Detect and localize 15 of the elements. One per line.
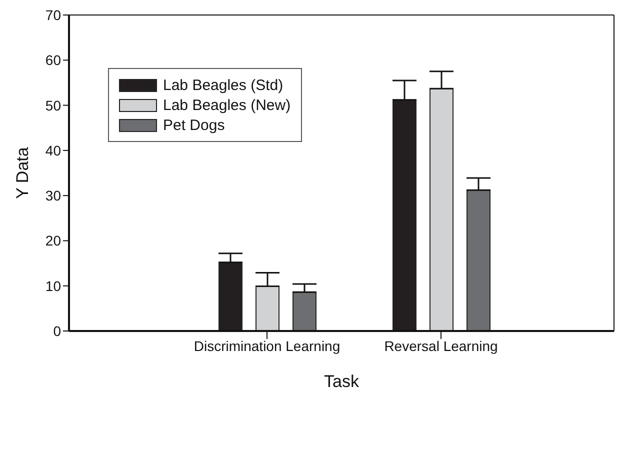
- y-tick-label: 0: [53, 322, 62, 339]
- y-tick-label: 60: [45, 52, 62, 68]
- y-tick-label: 50: [45, 97, 62, 114]
- y-tick-label: 30: [45, 188, 62, 204]
- legend-label: Lab Beagles (Std): [163, 76, 284, 94]
- y-tick-label: 10: [45, 278, 62, 294]
- x-axis-title: Task: [324, 372, 360, 391]
- y-tick-label: 20: [45, 232, 62, 249]
- y-tick-label: 40: [45, 142, 62, 158]
- legend-label: Pet Dogs: [163, 116, 225, 134]
- x-tick-label: Discrimination Learning: [194, 338, 340, 354]
- x-tick-label: Reversal Learning: [384, 338, 498, 354]
- legend-label: Lab Beagles (New): [163, 96, 291, 114]
- y-tick-label: 70: [45, 6, 62, 23]
- y-axis-title: Y Data: [13, 146, 32, 199]
